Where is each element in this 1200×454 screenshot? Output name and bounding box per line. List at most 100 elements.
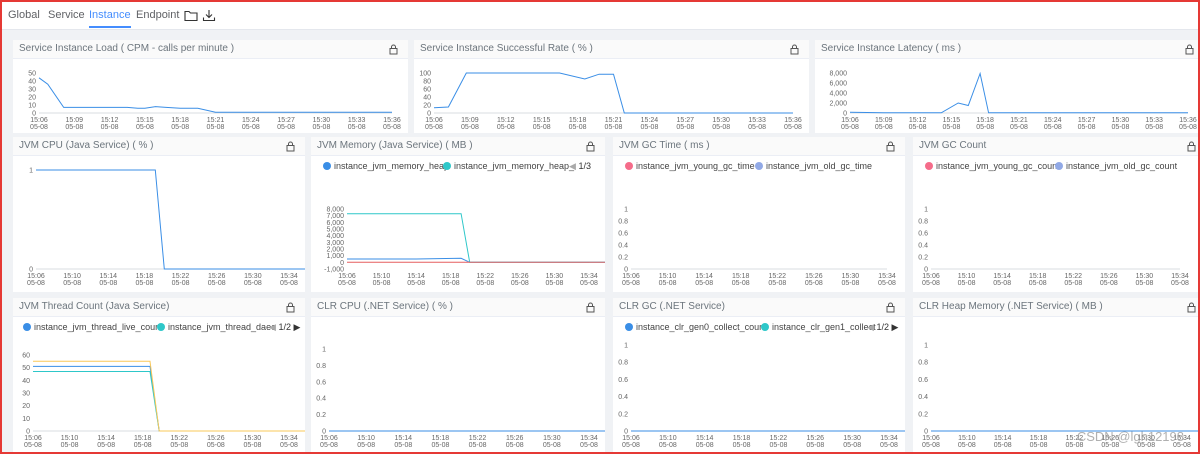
lock-icon[interactable] xyxy=(586,302,595,313)
y-tick-label: 60 xyxy=(22,353,30,360)
lock-icon[interactable] xyxy=(286,141,295,152)
x-tick-label: 15:27 05-08 xyxy=(676,117,694,131)
legend-label: instance_jvm_young_gc_count xyxy=(936,161,1060,171)
x-tick-label: 15:06 05-08 xyxy=(922,273,940,287)
series-line xyxy=(849,71,1188,114)
lock-icon[interactable] xyxy=(1187,302,1196,313)
panel-service-instance-load: Service Instance Load ( CPM - calls per … xyxy=(13,40,408,133)
tab-instance[interactable]: Instance xyxy=(89,2,131,28)
y-tick-label: 0.6 xyxy=(316,379,326,386)
y-tick-label: 0.8 xyxy=(918,360,928,367)
panel-header: JVM CPU (Java Service) ( % ) xyxy=(13,137,305,156)
x-tick-label: 15:06 05-08 xyxy=(338,273,356,287)
x-tick-label: 15:10 05-08 xyxy=(63,273,81,287)
series-line xyxy=(38,77,392,113)
x-tick-label: 15:22 05-08 xyxy=(469,435,487,449)
x-tick-label: 15:33 05-08 xyxy=(748,117,766,131)
panel-title: Service Instance Latency ( ms ) xyxy=(821,43,962,54)
x-tick-label: 15:33 05-08 xyxy=(1145,117,1163,131)
lock-icon[interactable] xyxy=(286,302,295,313)
legend-item[interactable]: instance_clr_gen1_collect xyxy=(761,320,876,334)
series-line xyxy=(33,371,305,432)
x-tick-label: 15:18 05-08 xyxy=(1029,273,1047,287)
lock-icon[interactable] xyxy=(886,141,895,152)
folder-icon[interactable] xyxy=(184,9,198,22)
legend-item[interactable]: instance_jvm_old_gc_time xyxy=(755,159,872,173)
x-tick-label: 15:21 05-08 xyxy=(207,117,225,131)
legend-prev-icon[interactable]: ◀ xyxy=(569,161,576,171)
y-tick-label: 1 xyxy=(924,343,928,350)
legend-label: instance_clr_gen1_collect xyxy=(772,322,876,332)
y-tick-label: 0.4 xyxy=(618,243,628,250)
y-tick-label: 0.2 xyxy=(618,411,628,418)
y-tick-label: 0 xyxy=(924,267,928,274)
panel-header: CLR CPU (.NET Service) ( % ) xyxy=(311,298,605,317)
panel-title: JVM Memory (Java Service) ( MB ) xyxy=(317,140,473,151)
x-tick-label: 15:06 05-08 xyxy=(320,435,338,449)
x-tick-label: 15:14 05-08 xyxy=(696,435,714,449)
x-tick-label: 15:18 05-08 xyxy=(1030,435,1048,449)
tab-service[interactable]: Service xyxy=(48,9,85,21)
y-tick-label: 0 xyxy=(843,111,847,118)
legend-next-icon[interactable]: ▶ xyxy=(293,322,301,332)
panel-jvm-cpu: JVM CPU (Java Service) ( % ) 0 1 15:06 05-0… xyxy=(13,137,305,292)
x-tick-label: 15:26 05-08 xyxy=(1101,435,1119,449)
x-tick-label: 15:34 05-08 xyxy=(1171,273,1189,287)
legend-item[interactable]: instance_jvm_young_gc_count xyxy=(925,159,1060,173)
legend-item[interactable]: instance_jvm_old_gc_count xyxy=(1055,159,1177,173)
y-tick-label: 6,000 xyxy=(829,81,847,88)
x-tick-label: 15:06 05-08 xyxy=(622,273,640,287)
x-tick-label: 15:18 05-08 xyxy=(569,117,587,131)
x-tick-label: 15:06 05-08 xyxy=(27,273,45,287)
legend-item[interactable]: instance_jvm_memory_heap xyxy=(323,159,449,173)
x-tick-label: 15:06 05-08 xyxy=(24,435,42,449)
legend-next-icon[interactable]: ▶ xyxy=(891,322,899,332)
lock-icon[interactable] xyxy=(389,44,398,55)
x-tick-label: 15:10 05-08 xyxy=(61,435,79,449)
x-tick-label: 15:06 05-08 xyxy=(841,117,859,131)
chart-jvm-cpu: 0 1 15:06 05-08 15:10 05-08 15:14 05-08 15:18 05-… xyxy=(27,168,305,287)
y-tick-label: 60 xyxy=(423,87,431,94)
y-tick-label: 0.6 xyxy=(618,377,628,384)
panel-header: Service Instance Latency ( ms ) xyxy=(815,40,1198,59)
x-tick-label: 15:36 05-08 xyxy=(383,117,401,131)
y-tick-label: 0.6 xyxy=(918,377,928,384)
lock-icon[interactable] xyxy=(1185,44,1194,55)
y-tick-label: 8,000 xyxy=(326,207,344,214)
y-tick-label: 20 xyxy=(22,403,30,410)
chart-legend: instance_clr_gen0_collect_count instance… xyxy=(619,320,899,336)
lock-icon[interactable] xyxy=(586,141,595,152)
legend-item[interactable]: instance_jvm_thread_live_count xyxy=(23,320,163,334)
lock-icon[interactable] xyxy=(1187,141,1196,152)
series-line xyxy=(33,360,305,432)
panel-service-instance-latency: Service Instance Latency ( ms ) 0 2,000 4,… xyxy=(815,40,1198,133)
x-tick-label: 15:27 05-08 xyxy=(277,117,295,131)
legend-item[interactable]: instance_jvm_memory_heap_ xyxy=(443,159,574,173)
watermark: CSDN @lgh12198 xyxy=(1076,429,1184,444)
x-tick-label: 15:34 05-08 xyxy=(878,273,896,287)
x-tick-label: 15:12 05-08 xyxy=(101,117,119,131)
legend-item[interactable]: instance_jvm_thread_daec xyxy=(157,320,276,334)
legend-dot xyxy=(323,162,331,170)
tab-endpoint[interactable]: Endpoint xyxy=(136,9,180,21)
lock-icon[interactable] xyxy=(886,302,895,313)
lock-icon[interactable] xyxy=(790,44,799,55)
x-tick-label: 15:30 05-08 xyxy=(244,273,262,287)
chart-jvm-gc-count: 0 0.2 0.4 0.6 0.8 1 15:06 05-08 15:10 05-08 15:14 0… xyxy=(918,207,1189,288)
legend-dot xyxy=(755,162,763,170)
y-tick-label: 100 xyxy=(419,71,431,78)
x-tick-label: 15:18 05-08 xyxy=(171,117,189,131)
x-tick-label: 15:09 05-08 xyxy=(65,117,83,131)
tab-global[interactable]: Global xyxy=(8,9,40,21)
y-tick-label: 7,000 xyxy=(326,213,344,220)
download-icon[interactable] xyxy=(202,9,216,22)
legend-label: instance_jvm_memory_heap xyxy=(334,161,450,171)
legend-item[interactable]: instance_jvm_young_gc_time xyxy=(625,159,755,173)
legend-item[interactable]: instance_clr_gen0_collect_count xyxy=(625,320,767,334)
panel-title: CLR GC (.NET Service) xyxy=(619,301,725,312)
legend-prev-icon[interactable]: ◀ xyxy=(269,322,276,332)
legend-prev-icon[interactable]: ◀ xyxy=(867,322,874,332)
panel-title: JVM GC Time ( ms ) xyxy=(619,140,710,151)
x-tick-label: 15:26 05-08 xyxy=(506,435,524,449)
series-line xyxy=(36,169,305,270)
